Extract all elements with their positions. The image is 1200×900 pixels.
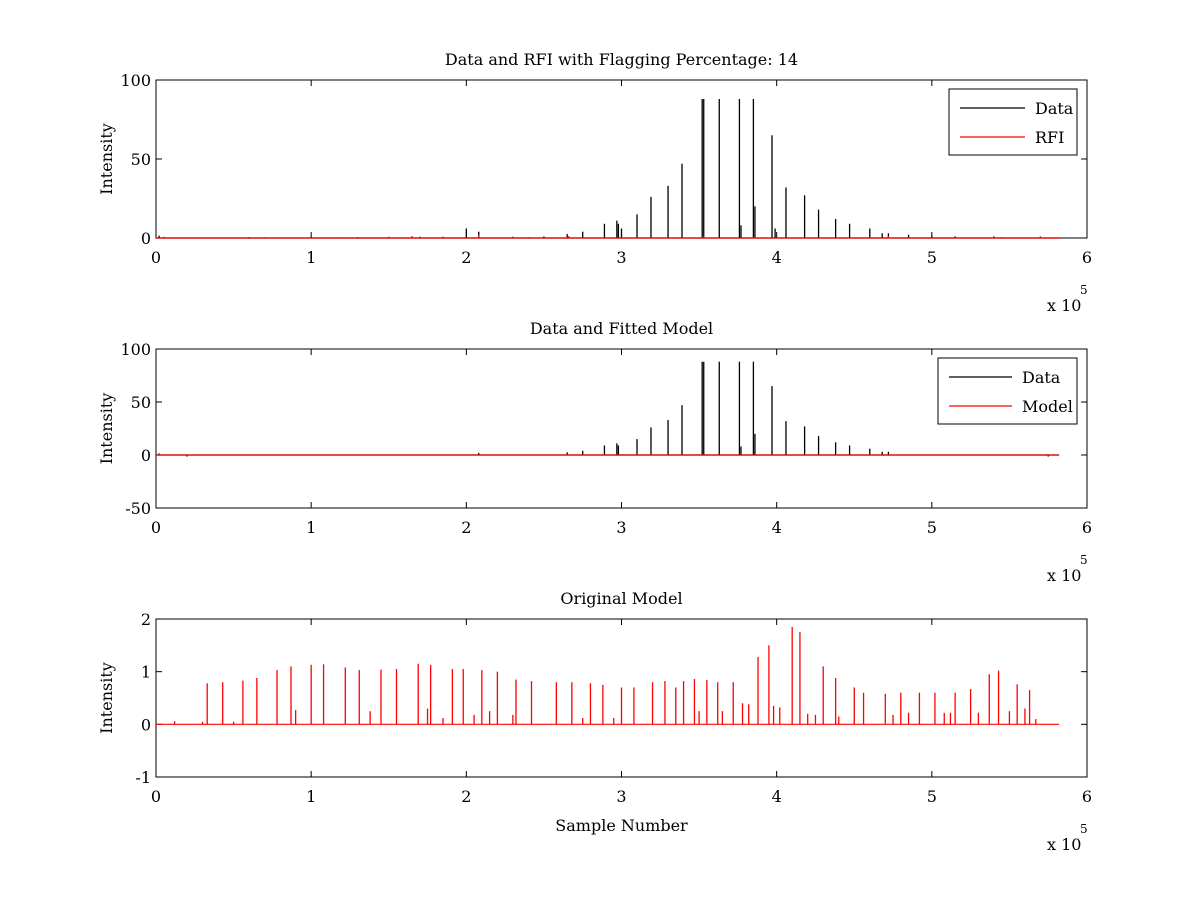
x-tick-label: 5: [927, 248, 937, 267]
x-tick-label: 2: [461, 518, 471, 537]
y-tick-label: -50: [125, 499, 151, 518]
y-tick-label: 50: [131, 150, 151, 169]
y-tick-label: 0: [141, 715, 151, 734]
x-tick-label: 6: [1082, 248, 1092, 267]
legend-label: Data: [1022, 368, 1061, 387]
legend-box: [948, 88, 1078, 156]
x-tick-label: 0: [151, 248, 161, 267]
x-tick-label: 6: [1082, 787, 1092, 806]
x-tick-label: 4: [772, 787, 782, 806]
x-tick-label: 1: [306, 787, 316, 806]
x-tick-label: 4: [772, 248, 782, 267]
legend-label: Model: [1022, 397, 1073, 416]
y-axis-label: Intensity: [97, 393, 116, 465]
y-tick-label: 100: [120, 340, 151, 359]
y-tick-label: 2: [141, 610, 151, 629]
x-tick-label: 0: [151, 518, 161, 537]
x-tick-label: 2: [461, 248, 471, 267]
chart-title: Original Model: [560, 589, 682, 608]
legend: Data RFI: [948, 88, 1078, 156]
axes-box: [155, 79, 1088, 239]
x-tick-label: 3: [616, 787, 626, 806]
x-tick-label: 6: [1082, 518, 1092, 537]
y-tick-label: 100: [120, 71, 151, 90]
y-tick-label: 50: [131, 393, 151, 412]
x-exponent-power: 5: [1080, 822, 1088, 836]
x-tick-label: 1: [306, 518, 316, 537]
x-tick-label: 5: [927, 518, 937, 537]
x-tick-label: 3: [616, 518, 626, 537]
chart-title: Data and Fitted Model: [530, 319, 713, 338]
y-axis-label: Intensity: [97, 662, 116, 734]
x-exponent-power: 5: [1080, 283, 1088, 297]
x-tick-label: 1: [306, 248, 316, 267]
x-tick-label: 2: [461, 787, 471, 806]
legend-label: RFI: [1035, 128, 1064, 147]
x-exponent-label: x 10: [1047, 835, 1081, 854]
legend: Data Model: [937, 357, 1078, 425]
legend-label: Data: [1035, 99, 1074, 118]
x-tick-label: 4: [772, 518, 782, 537]
x-exponent-label: x 10: [1047, 296, 1081, 315]
x-exponent-power: 5: [1080, 553, 1088, 567]
x-exponent-label: x 10: [1047, 566, 1081, 585]
x-axis-label: Sample Number: [555, 816, 688, 835]
x-tick-label: 0: [151, 787, 161, 806]
y-tick-label: 1: [141, 663, 151, 682]
series-rfi: [156, 235, 1060, 239]
chart-title: Data and RFI with Flagging Percentage: 1…: [445, 50, 798, 69]
y-tick-label: 0: [141, 446, 151, 465]
y-axis-label: Intensity: [97, 123, 116, 195]
y-tick-label: -1: [135, 768, 151, 787]
y-tick-label: 0: [141, 229, 151, 248]
axes-box: [155, 348, 1088, 509]
series-model: [156, 626, 1060, 725]
legend-box: [937, 357, 1078, 425]
x-tick-label: 3: [616, 248, 626, 267]
x-tick-label: 5: [927, 787, 937, 806]
